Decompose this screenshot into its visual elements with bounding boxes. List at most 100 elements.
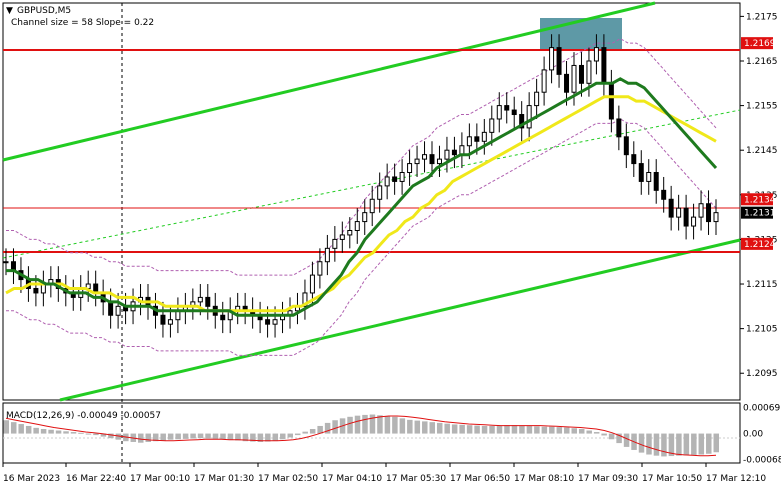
candle-body <box>354 221 360 231</box>
macd-bar <box>294 433 301 436</box>
macd-bar <box>549 426 555 434</box>
channel-info: Channel size = 58 Slope = 0.22 <box>11 18 154 28</box>
candle-body <box>324 247 330 263</box>
price-tag-label: 1.2169 <box>744 39 776 49</box>
macd-bar <box>145 433 151 442</box>
macd-bar <box>235 433 241 441</box>
price-tag-box <box>741 193 773 206</box>
candle-body <box>205 296 211 307</box>
candle-body <box>571 64 577 93</box>
y-tick-label: 1.2105 <box>746 325 778 335</box>
macd-bar <box>138 433 144 443</box>
candle-body <box>549 47 555 71</box>
macd-bar <box>287 433 293 438</box>
candle-body <box>564 73 570 93</box>
candle-body <box>676 207 682 218</box>
macd-bar <box>504 425 510 434</box>
macd-bar <box>683 433 690 456</box>
x-tick-label: 17 Mar 06:50 <box>450 474 510 484</box>
candle-body <box>407 163 413 174</box>
moving-averages <box>5 77 718 317</box>
candle-body <box>713 212 719 223</box>
band-up <box>6 38 717 276</box>
macd-bar <box>429 422 435 434</box>
macd-bar <box>399 418 406 434</box>
macd-bar <box>713 433 719 453</box>
candle-body <box>631 154 637 165</box>
ma-slow-line <box>5 95 717 313</box>
macd-bar <box>242 433 249 442</box>
macd-bar <box>407 419 413 434</box>
time-axis[interactable]: 16 Mar 2023 16 Mar 22:40 17 Mar 00:10 17 Ma… <box>2 463 766 484</box>
macd-bar <box>48 429 54 434</box>
candle-body <box>384 176 390 187</box>
candle-body <box>698 203 704 218</box>
candle-body <box>108 301 114 316</box>
candle-body <box>167 319 173 325</box>
macd-bar <box>317 425 323 434</box>
macd-bar <box>578 429 585 434</box>
candle-body <box>668 198 674 218</box>
channel-lower-line <box>59 238 741 402</box>
x-tick-label: 17 Mar 09:30 <box>578 474 638 484</box>
macd-bar <box>676 433 682 456</box>
candle-body <box>474 136 480 142</box>
price-tag-box <box>741 37 773 50</box>
ma-fast-line <box>6 77 718 317</box>
x-tick-label: 16 Mar 22:40 <box>66 474 126 484</box>
macd-bar <box>78 432 84 434</box>
price-tag-label: 1.2124 <box>744 240 776 250</box>
macd-bar <box>541 426 548 434</box>
macd-bar <box>93 433 99 436</box>
candle-body <box>586 60 592 84</box>
resistance-zone <box>540 18 622 51</box>
x-tick-label: 17 Mar 10:50 <box>642 474 702 484</box>
macd-bar <box>190 433 196 439</box>
macd-bar <box>384 416 391 434</box>
candle-body <box>436 158 442 165</box>
price-tags: 1.2169 1.2134 1.2131 1.2124 <box>741 37 776 250</box>
candle-body <box>429 154 435 165</box>
y-tick-label: 1.2115 <box>746 280 778 290</box>
macd-histogram <box>3 414 719 457</box>
macd-bar <box>608 433 615 440</box>
x-tick-label: 17 Mar 02:50 <box>258 474 318 484</box>
candle-body <box>302 292 308 307</box>
macd-signal-line <box>5 415 717 457</box>
candle-body <box>511 109 517 116</box>
macd-tick-label: 0.00069 <box>743 403 780 413</box>
macd-bar <box>265 433 271 442</box>
candle-body <box>451 149 457 156</box>
band-dn <box>6 118 717 356</box>
macd-bar <box>436 422 443 434</box>
candle-body <box>683 207 689 227</box>
candle-body <box>519 114 525 129</box>
macd-bar <box>3 420 9 434</box>
macd-bar <box>63 431 69 434</box>
symbol-arrow[interactable]: ▼ <box>6 6 13 16</box>
macd-bar <box>564 427 570 434</box>
y-tick-label: 1.2155 <box>746 102 778 112</box>
price-tag-label: 1.2134 <box>744 195 776 205</box>
macd-bar <box>100 433 107 437</box>
macd-bar <box>496 425 503 434</box>
x-tick-label: 17 Mar 08:10 <box>514 474 574 484</box>
macd-bar <box>354 415 361 434</box>
candle-body <box>272 319 278 325</box>
macd-bar <box>481 425 488 434</box>
macd-bar <box>474 425 480 434</box>
candle-body <box>33 287 39 294</box>
macd-bar <box>309 429 316 434</box>
macd-bar <box>18 424 24 434</box>
macd-bar <box>661 433 667 457</box>
macd-bar <box>706 433 712 454</box>
candle-body <box>706 203 712 223</box>
candle-body <box>489 118 495 133</box>
candle-body <box>317 261 323 276</box>
macd-bar <box>466 425 473 434</box>
macd-bar <box>526 425 533 434</box>
candle-body <box>481 131 487 142</box>
macd-bar <box>55 430 62 434</box>
